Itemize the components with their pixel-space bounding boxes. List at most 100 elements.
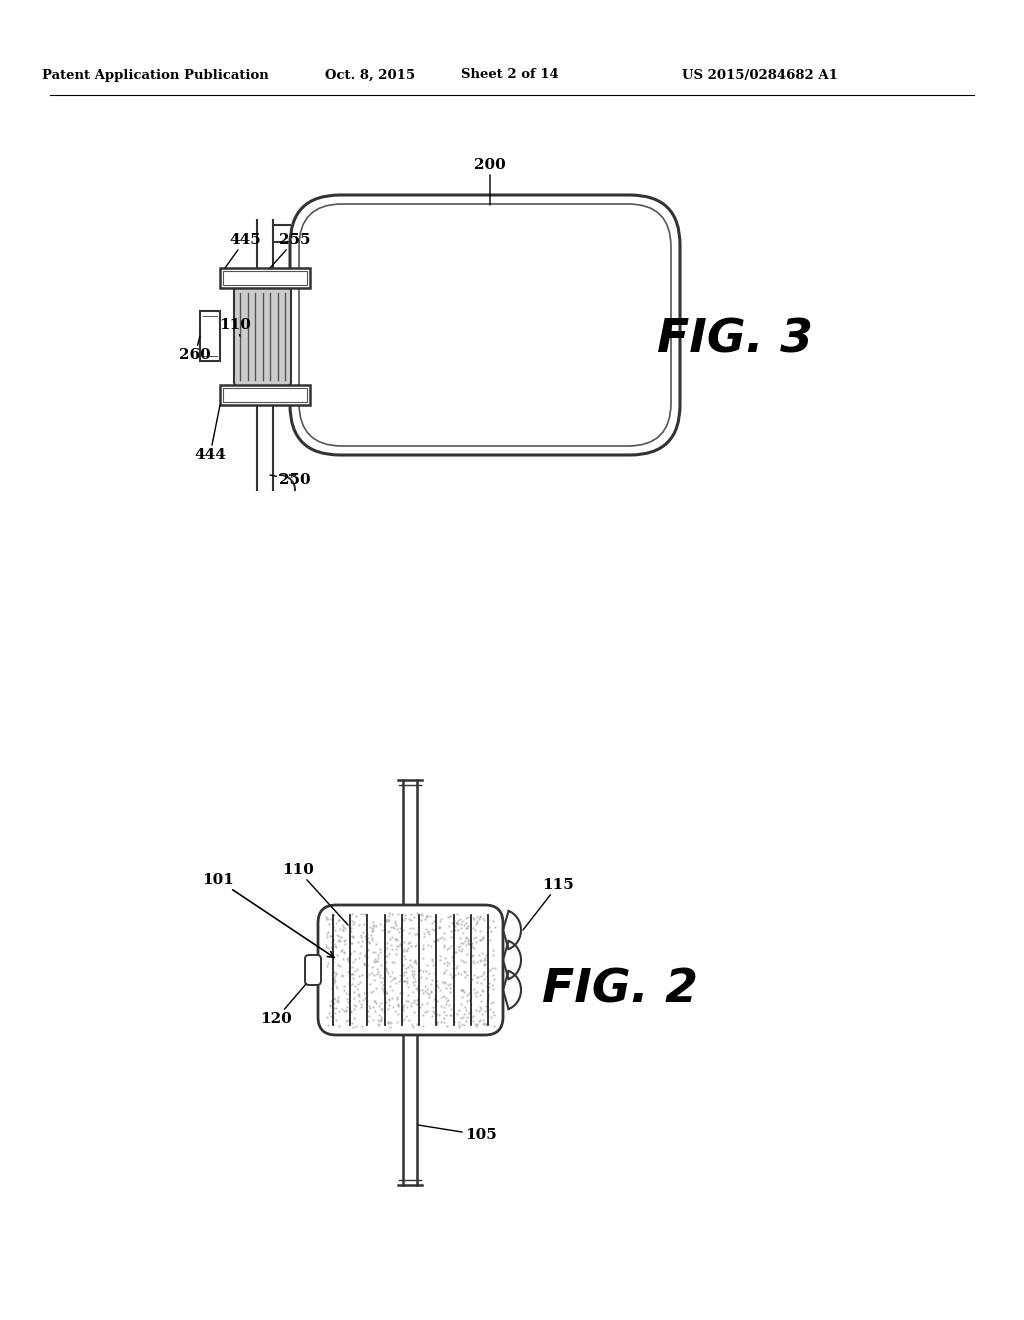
Point <box>426 1003 442 1024</box>
Point <box>470 966 486 987</box>
Point <box>464 969 480 990</box>
Point <box>474 928 490 949</box>
Point <box>344 964 360 985</box>
Point <box>340 948 356 969</box>
Point <box>478 907 495 928</box>
Point <box>358 982 375 1003</box>
Point <box>450 912 466 933</box>
Point <box>373 993 389 1014</box>
Point <box>453 917 469 939</box>
Point <box>388 939 404 960</box>
Point <box>411 927 427 948</box>
Point <box>395 932 412 953</box>
Point <box>351 948 368 969</box>
Point <box>339 997 355 1018</box>
Point <box>374 998 390 1019</box>
Point <box>471 906 487 927</box>
Point <box>397 948 414 969</box>
Point <box>414 994 430 1015</box>
Point <box>325 929 341 950</box>
Point <box>318 936 335 957</box>
Point <box>441 906 458 927</box>
Point <box>454 1014 470 1035</box>
Point <box>343 1012 359 1034</box>
Point <box>358 1014 375 1035</box>
Point <box>481 929 498 950</box>
Point <box>478 999 495 1020</box>
Point <box>461 982 477 1003</box>
Point <box>346 948 362 969</box>
Point <box>415 937 431 958</box>
Point <box>457 997 473 1018</box>
Point <box>394 998 411 1019</box>
Point <box>398 973 415 994</box>
Point <box>396 970 413 991</box>
Point <box>409 924 425 945</box>
Point <box>366 970 382 991</box>
Point <box>326 904 342 925</box>
Point <box>329 977 345 998</box>
Point <box>420 921 436 942</box>
Point <box>371 1015 387 1036</box>
Point <box>343 964 359 985</box>
Point <box>453 949 469 970</box>
Point <box>340 948 356 969</box>
Point <box>374 978 390 999</box>
Point <box>385 968 401 989</box>
Point <box>468 932 484 953</box>
Point <box>373 1007 389 1028</box>
Point <box>433 1012 450 1034</box>
Point <box>429 991 445 1012</box>
Point <box>317 907 334 928</box>
Point <box>424 919 440 940</box>
Point <box>380 911 396 932</box>
Point <box>407 936 423 957</box>
Point <box>415 1005 431 1026</box>
Point <box>444 957 461 978</box>
Point <box>364 927 380 948</box>
Point <box>476 1014 493 1035</box>
Point <box>472 966 488 987</box>
Point <box>417 908 433 929</box>
Point <box>370 961 386 982</box>
Point <box>345 913 361 935</box>
Point <box>472 985 488 1006</box>
Point <box>394 997 411 1018</box>
Point <box>383 979 399 1001</box>
Point <box>335 917 351 939</box>
Point <box>479 975 496 997</box>
Point <box>397 970 414 991</box>
Point <box>416 925 432 946</box>
Point <box>427 989 443 1010</box>
Point <box>403 993 420 1014</box>
Point <box>368 933 384 954</box>
Point <box>369 964 385 985</box>
Point <box>475 954 492 975</box>
Point <box>407 950 423 972</box>
Point <box>327 970 343 991</box>
Point <box>331 925 347 946</box>
Point <box>400 977 417 998</box>
Point <box>473 973 489 994</box>
Point <box>383 927 399 948</box>
Point <box>331 909 347 931</box>
Point <box>414 979 430 1001</box>
Point <box>466 965 482 986</box>
Point <box>392 925 409 946</box>
Point <box>379 908 395 929</box>
Point <box>373 1010 389 1031</box>
Point <box>455 979 471 1001</box>
Point <box>395 919 412 940</box>
Point <box>364 921 380 942</box>
Point <box>326 968 342 989</box>
Point <box>444 950 461 972</box>
Point <box>380 921 396 942</box>
Point <box>469 982 485 1003</box>
Point <box>400 1010 417 1031</box>
Point <box>420 935 436 956</box>
Point <box>430 929 446 950</box>
Point <box>431 928 447 949</box>
Point <box>452 908 468 929</box>
Point <box>465 950 481 972</box>
Point <box>422 982 438 1003</box>
